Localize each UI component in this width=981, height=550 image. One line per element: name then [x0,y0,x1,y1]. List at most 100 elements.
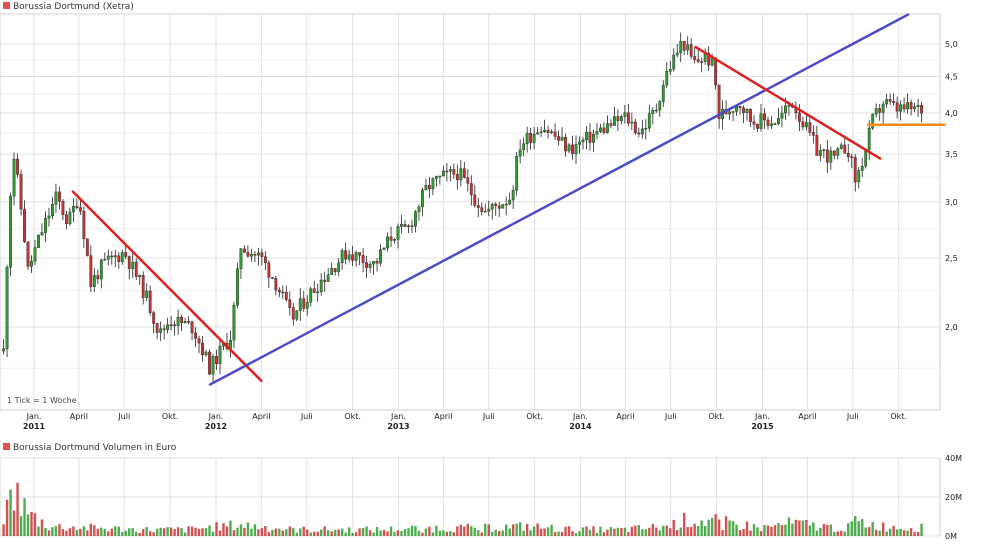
volume-bar [159,527,162,536]
volume-bar [313,531,316,536]
volume-bar [676,529,679,536]
volume-bar [850,521,853,536]
candle-body [176,316,180,327]
volume-bar [854,515,857,536]
volume-bar [5,499,9,536]
candle-body [211,355,215,375]
candle-body [902,104,906,110]
candle-body [396,226,400,240]
volume-bar [306,529,309,536]
x-tick-label: Okt. [708,412,725,421]
volume-bar [459,524,463,536]
volume-bar [197,528,201,536]
candle-body [763,113,766,121]
volume-bar [382,529,386,536]
volume-bar [75,530,79,536]
volume-bar [546,527,550,536]
candle-body [459,168,463,181]
volume-bar [365,526,368,536]
candle-body [494,203,498,207]
candle-body [585,131,588,141]
volume-bar [529,530,532,536]
candle-body [892,101,896,103]
candle-body [846,152,850,158]
x-tick-label: Juli [846,412,859,421]
volume-bar [152,532,155,536]
volume-bar [484,523,487,536]
volume-bar [442,530,445,536]
volume-bar [819,527,822,536]
candle-body [16,158,19,175]
candle-body [522,143,526,151]
volume-bar [47,530,51,536]
volume-bar [281,530,285,536]
volume-bar [68,528,72,536]
volume-bar [808,525,812,536]
candle-body [323,279,327,282]
volume-bar [2,524,5,536]
volume-bar [756,527,759,536]
volume-bar [96,528,100,536]
candle-body [850,156,854,159]
candle-body [337,262,341,273]
candle-body [920,105,923,114]
volume-bar [511,524,515,536]
volume-bar [264,525,267,536]
volume-bar [121,532,124,536]
volume-bar [445,531,449,536]
candle-body [473,194,477,206]
volume-bar [30,511,33,536]
volume-bar [892,525,895,536]
scale-note: 1 Tick = 1 Woche [7,396,77,405]
x-tick-label: Jan. [754,412,770,421]
volume-bar [759,531,763,536]
x-year-label: 2013 [387,422,409,431]
volume-bar [909,528,913,536]
volume-bar [920,523,923,536]
volume-bar [763,525,766,536]
volume-bar [501,530,504,536]
candle-body [895,102,899,112]
volume-bar [518,522,522,536]
x-year-label: 2014 [569,422,592,431]
candle-body [344,250,348,260]
candle-body [351,254,355,261]
candle-body [246,252,250,257]
volume-bar [292,528,295,536]
candle-body [250,253,253,257]
volume-bar [452,532,456,536]
volume-bar [260,528,264,536]
candle-body [365,262,368,268]
x-tick-label: April [70,412,88,421]
volume-bar [271,529,274,536]
volume-y-tick-label: 20M [945,493,962,502]
candle-body [490,203,494,210]
volume-bar [498,531,501,536]
candle-body [120,252,124,262]
candle-body [469,183,473,196]
volume-bar [735,524,738,536]
volume-legend-box [3,443,10,450]
candle-body [386,236,389,249]
candle-body [448,169,452,172]
volume-bar [438,530,442,536]
volume-y-tick-label: 40M [945,454,962,463]
candle-body [682,41,686,51]
volume-bar [871,521,874,536]
volume-bar [679,527,682,536]
candle-body [665,71,669,86]
candle-body [194,332,197,339]
candle-body [267,262,271,278]
volume-bar [142,529,145,536]
volume-bar [616,527,620,536]
candle-body [201,342,204,356]
volume-bar [333,529,337,536]
candle-body [815,135,819,156]
candle-body [438,175,442,178]
volume-bar [40,519,44,536]
candle-body [263,256,267,264]
candle-body [599,127,602,132]
x-tick-label: April [616,412,634,421]
volume-bar [899,528,902,536]
volume-bar [564,526,567,536]
